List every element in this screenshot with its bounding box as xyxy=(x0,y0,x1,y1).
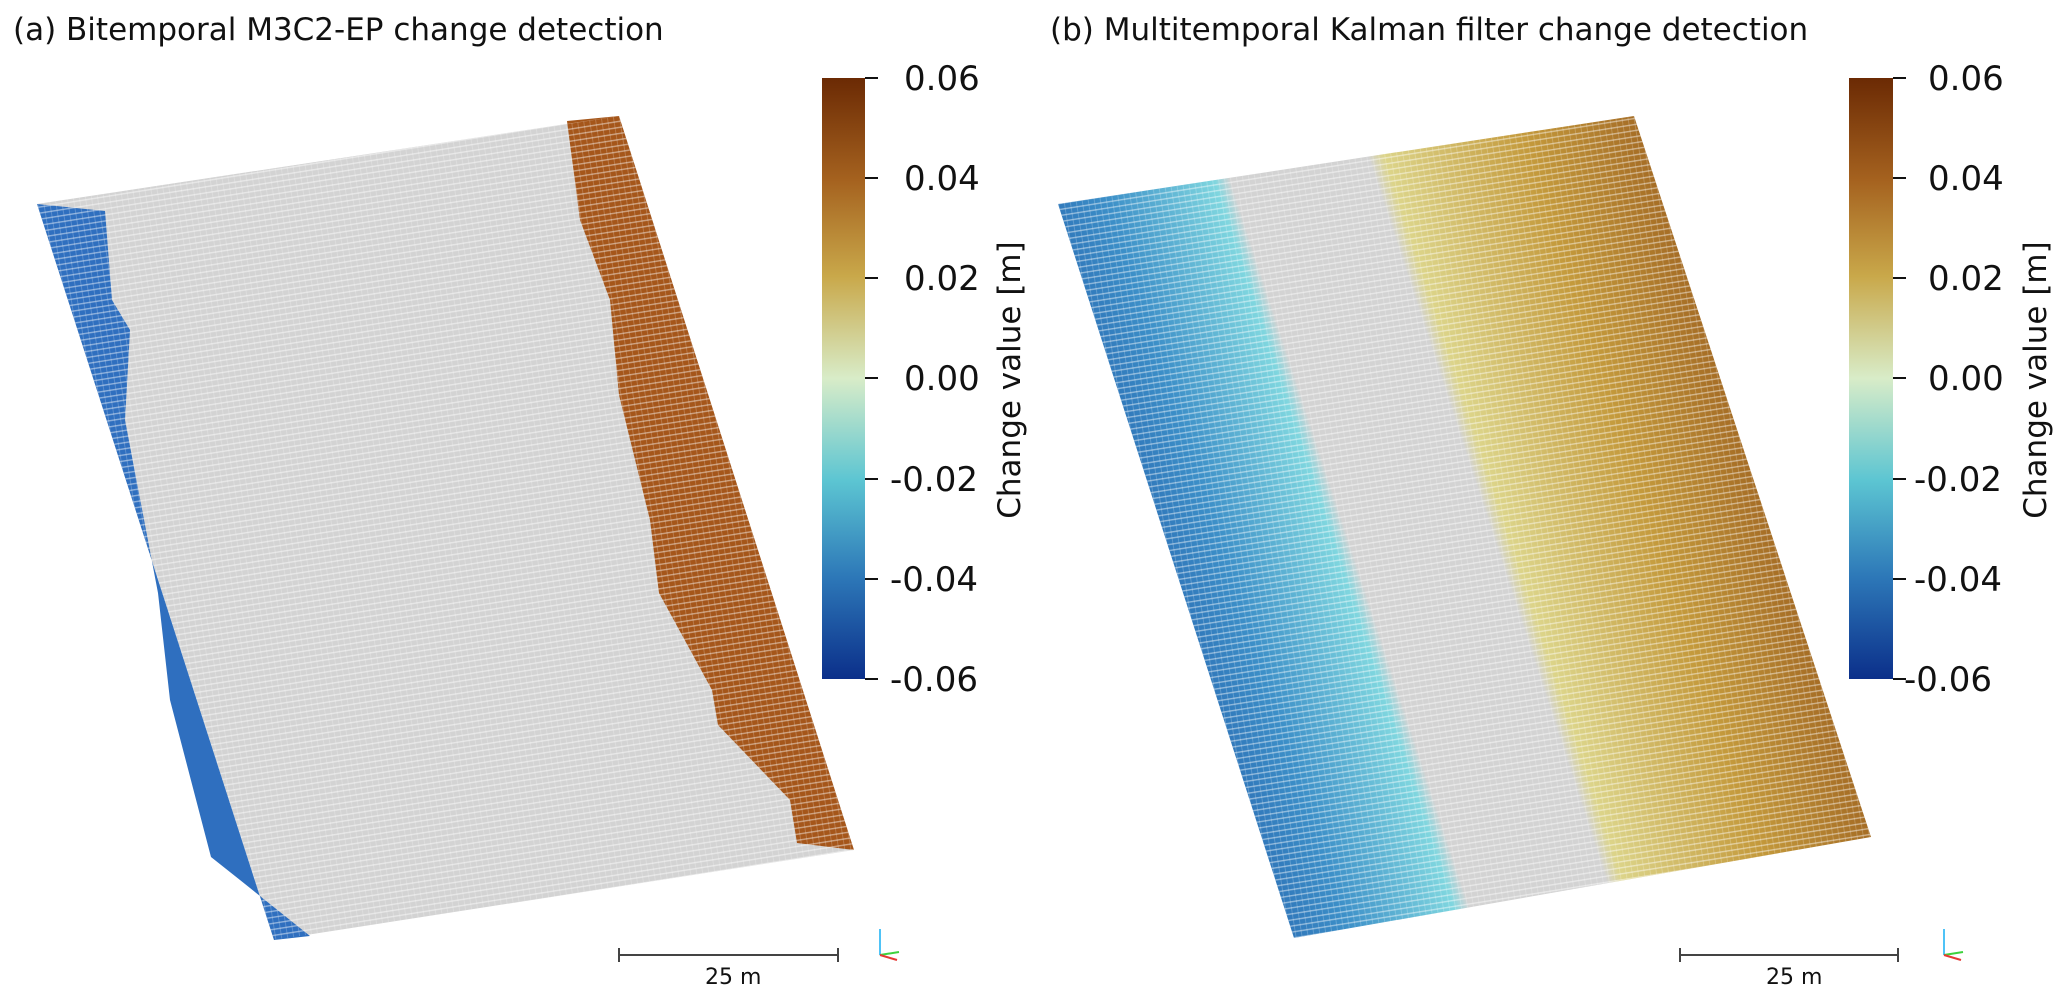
tick-label: -0.04 xyxy=(1914,560,2002,600)
panel-a: (a) Bitemporal M3C2-EP change detection … xyxy=(13,12,1028,990)
colorbar-b-label: Change value [m] xyxy=(2018,241,2054,518)
tick-label: -0.06 xyxy=(1904,660,1992,700)
tick-label: -0.06 xyxy=(890,660,978,700)
point-cloud-b xyxy=(1058,116,1871,938)
tick-label: 0.04 xyxy=(904,159,980,199)
tick-label: -0.02 xyxy=(1914,460,2002,500)
scale-bar-b-label: 25 m xyxy=(1766,965,1822,990)
panel-b: (b) Multitemporal Kalman filter change d… xyxy=(1050,12,2054,990)
tick-label: 0.04 xyxy=(1928,159,2004,199)
tick-label: 0.00 xyxy=(1928,359,2004,399)
panel-b-title: (b) Multitemporal Kalman filter change d… xyxy=(1050,12,1808,48)
tick-label: 0.00 xyxy=(904,359,980,399)
scale-bar-a-label: 25 m xyxy=(705,965,761,990)
scale-bar-a xyxy=(618,948,839,962)
tick-label: 0.02 xyxy=(904,259,980,299)
colorbar-b-tick-labels: 0.06 0.04 0.02 0.00 -0.02 -0.04 -0.06 xyxy=(1904,59,2004,700)
axes-orientation-icon xyxy=(879,929,900,961)
point-cloud-a xyxy=(37,116,854,940)
colorbar-b xyxy=(1849,78,1893,679)
tick-label: 0.06 xyxy=(1928,59,2004,99)
axes-orientation-icon xyxy=(1943,929,1964,961)
panel-a-title: (a) Bitemporal M3C2-EP change detection xyxy=(13,12,664,48)
tick-label: -0.04 xyxy=(890,560,978,600)
colorbar-a-label: Change value [m] xyxy=(992,241,1028,518)
tick-label: -0.02 xyxy=(890,460,978,500)
colorbar-b-ticks xyxy=(1893,77,1906,680)
colorbar-a xyxy=(822,78,865,679)
tick-label: 0.06 xyxy=(904,59,980,99)
tick-label: 0.02 xyxy=(1928,259,2004,299)
colorbar-a-ticks xyxy=(865,77,878,680)
scale-bar-b xyxy=(1679,948,1899,962)
colorbar-a-tick-labels: 0.06 0.04 0.02 0.00 -0.02 -0.04 -0.06 xyxy=(890,59,980,700)
